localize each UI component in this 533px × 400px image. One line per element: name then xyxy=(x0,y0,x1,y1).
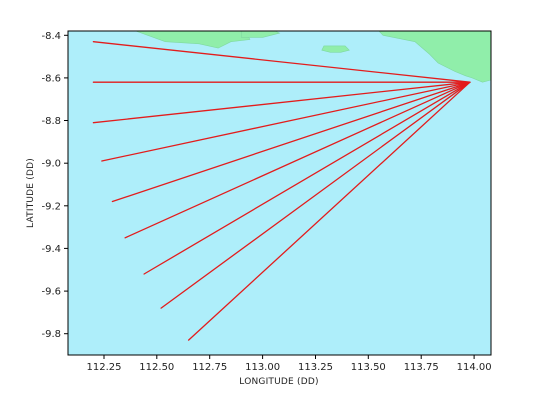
ray-line xyxy=(111,81,471,203)
ray-line xyxy=(101,81,471,162)
y-tick-label: -9.8 xyxy=(41,329,61,340)
land-layer xyxy=(135,31,491,83)
ocean-area xyxy=(68,31,491,355)
land-polygon xyxy=(378,31,491,83)
y-axis-ticks: -8.4 -8.6 -8.8 -9.0 -9.2 -9.4 -9.6 -9.8 xyxy=(41,31,68,340)
y-tick-label: -9.0 xyxy=(41,159,61,170)
ray-line xyxy=(92,41,471,83)
ray-layer xyxy=(92,41,471,341)
ray-line xyxy=(187,81,471,341)
x-tick-label: 114.00 xyxy=(457,362,492,373)
x-axis-ticks: 112.25 112.50 112.75 113.00 113.25 113.50 113.… xyxy=(87,355,492,373)
ray-line xyxy=(124,81,471,239)
x-tick-label: 113.50 xyxy=(351,362,386,373)
x-tick-label: 113.00 xyxy=(245,362,280,373)
y-axis-label: LATITUDE (DD) xyxy=(26,158,36,228)
ray-line xyxy=(143,81,471,275)
y-tick-label: -8.6 xyxy=(41,73,61,84)
x-tick-label: 112.25 xyxy=(87,362,122,373)
ray-line xyxy=(160,81,471,309)
x-axis-label: LONGITUDE (DD) xyxy=(239,377,318,387)
y-tick-label: -9.6 xyxy=(41,287,61,298)
x-tick-label: 113.75 xyxy=(404,362,439,373)
plot-frame xyxy=(67,30,492,356)
land-polygon xyxy=(321,45,350,53)
y-tick-label: -9.4 xyxy=(41,244,61,255)
y-tick-label: -9.2 xyxy=(41,201,61,212)
x-tick-label: 112.75 xyxy=(192,362,227,373)
land-polygon xyxy=(241,31,281,38)
ray-line xyxy=(92,81,471,124)
x-tick-label: 113.25 xyxy=(298,362,333,373)
y-tick-label: -8.8 xyxy=(41,116,61,127)
y-tick-label: -8.4 xyxy=(41,31,61,42)
x-tick-label: 112.50 xyxy=(139,362,174,373)
